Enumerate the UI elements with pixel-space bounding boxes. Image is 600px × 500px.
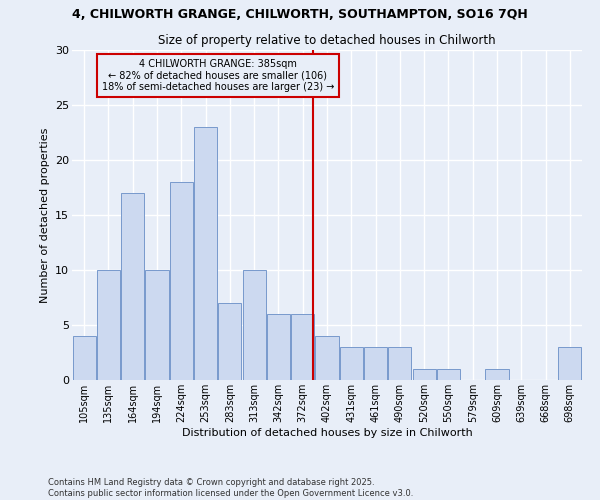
Bar [170,182,193,380]
Bar [388,347,412,380]
Bar [413,369,436,380]
Bar [267,314,290,380]
Text: 4 CHILWORTH GRANGE: 385sqm
← 82% of detached houses are smaller (106)
18% of sem: 4 CHILWORTH GRANGE: 385sqm ← 82% of deta… [101,59,334,92]
Text: Contains HM Land Registry data © Crown copyright and database right 2025.
Contai: Contains HM Land Registry data © Crown c… [48,478,413,498]
Bar [291,314,314,380]
Bar [218,303,241,380]
Bar [97,270,120,380]
Text: 4, CHILWORTH GRANGE, CHILWORTH, SOUTHAMPTON, SO16 7QH: 4, CHILWORTH GRANGE, CHILWORTH, SOUTHAMP… [72,8,528,20]
Bar [121,193,144,380]
Bar [73,336,95,380]
Y-axis label: Number of detached properties: Number of detached properties [40,128,50,302]
Bar [437,369,460,380]
Bar [340,347,363,380]
Bar [194,127,217,380]
X-axis label: Distribution of detached houses by size in Chilworth: Distribution of detached houses by size … [182,428,472,438]
Bar [364,347,387,380]
Title: Size of property relative to detached houses in Chilworth: Size of property relative to detached ho… [158,34,496,48]
Bar [242,270,266,380]
Bar [316,336,338,380]
Bar [145,270,169,380]
Bar [559,347,581,380]
Bar [485,369,509,380]
